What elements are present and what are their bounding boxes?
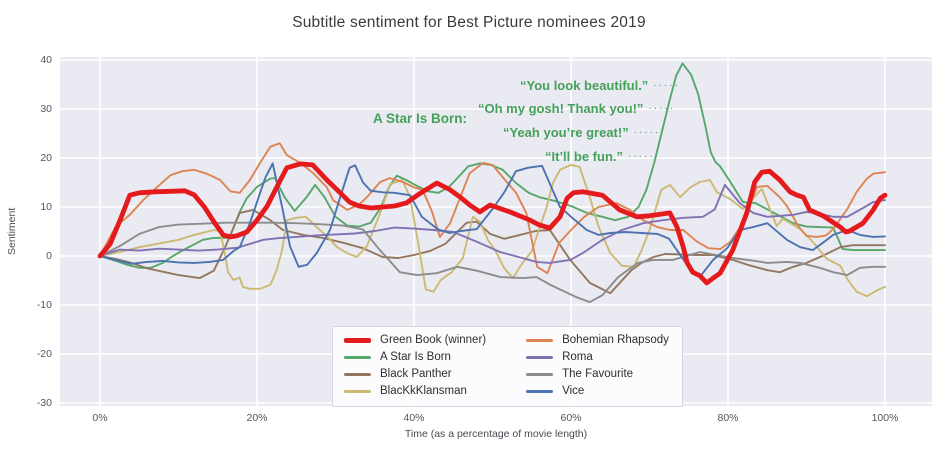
legend-label: Roma — [562, 351, 593, 363]
y-tick-label: 10 — [40, 201, 52, 213]
x-axis-label: Time (as a percentage of movie length) — [404, 428, 588, 440]
legend-item: Green Book (winner) — [344, 334, 486, 347]
y-tick-label: 20 — [40, 152, 52, 164]
legend-swatch — [526, 373, 554, 376]
legend-label: Green Book (winner) — [380, 334, 487, 346]
legend-item: Black Panther — [344, 368, 486, 381]
y-tick-label: -20 — [36, 348, 52, 360]
legend-label: BlacKkKlansman — [380, 385, 467, 397]
legend-item: The Favourite — [526, 368, 669, 381]
legend-item: BlacKkKlansman — [344, 385, 486, 398]
legend-label: The Favourite — [562, 368, 634, 380]
legend-item: Vice — [526, 385, 669, 398]
legend-swatch — [344, 390, 371, 393]
legend: Green Book (winner) A Star Is Born Black P… — [332, 326, 683, 407]
y-tick-label: -10 — [36, 299, 52, 311]
y-axis-label: Sentiment — [6, 207, 18, 256]
legend-label: A Star Is Born — [380, 351, 451, 363]
x-tick-label: 80% — [717, 412, 739, 424]
legend-label: Black Panther — [380, 368, 452, 380]
legend-item: A Star Is Born — [344, 351, 486, 364]
legend-swatch — [526, 356, 554, 359]
legend-item: Bohemian Rhapsody — [526, 334, 669, 347]
x-tick-label: 40% — [403, 412, 425, 424]
x-tick-label: 60% — [560, 412, 582, 424]
legend-swatch — [526, 390, 554, 393]
legend-label: Bohemian Rhapsody — [562, 334, 669, 346]
series-line-a-star-is-born — [99, 62, 886, 269]
series-line-roma — [99, 183, 886, 264]
y-tick-label: 30 — [40, 103, 52, 115]
legend-swatch — [526, 339, 554, 342]
y-tick-label: -30 — [36, 397, 52, 409]
series-line-green-book-winner- — [97, 161, 888, 286]
x-tick-label: 100% — [871, 412, 899, 424]
series-line-bohemian-rhapsody — [99, 142, 886, 275]
y-tick-label: 40 — [40, 54, 52, 66]
chart-title: Subtitle sentiment for Best Picture nomi… — [292, 14, 646, 31]
legend-swatch — [344, 356, 371, 359]
series-line-vice — [99, 162, 886, 277]
x-tick-label: 0% — [92, 412, 108, 424]
y-tick-label: 0 — [46, 250, 52, 262]
series-line-black-panther — [99, 208, 886, 295]
legend-label: Vice — [562, 385, 585, 397]
legend-item: Roma — [526, 351, 669, 364]
legend-swatch — [344, 373, 371, 376]
x-tick-label: 20% — [246, 412, 268, 424]
series-line-blackkklansman — [99, 163, 886, 298]
legend-swatch — [344, 338, 371, 343]
